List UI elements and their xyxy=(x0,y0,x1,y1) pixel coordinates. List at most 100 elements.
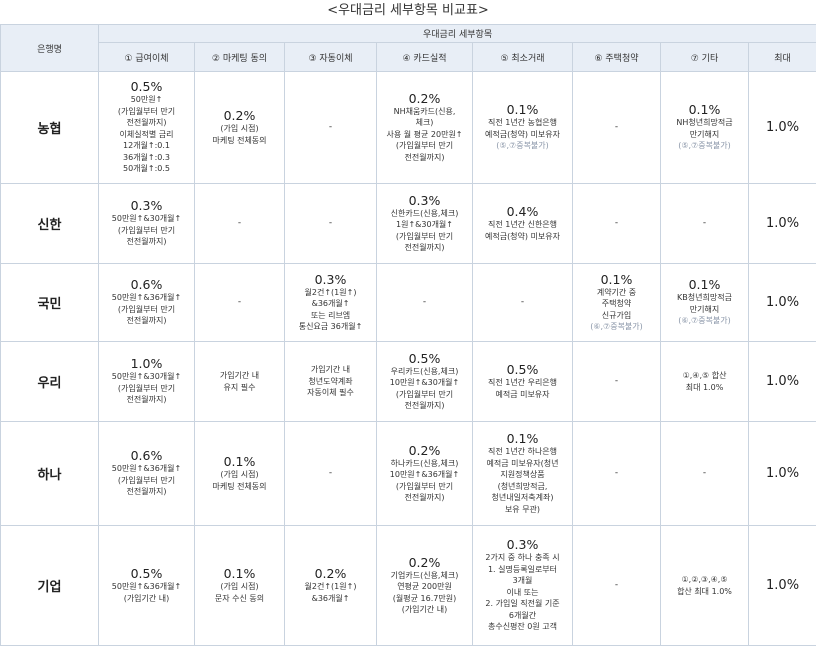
cell-card: 0.2% 기업카드(신용,체크) 연평균 200만원 (월평균 16.7만원) (가입기… xyxy=(376,525,473,646)
condition-line: 50만원↑&36개월↑ xyxy=(111,464,182,474)
condition-line: 가입기간 내 xyxy=(310,365,351,375)
condition-line: (가입기간 내) xyxy=(401,605,448,614)
condition-line: 예적금(청약) 미보유자 xyxy=(484,231,561,241)
condition-line: 유지 필수 xyxy=(223,382,256,392)
condition-line: 주택청약 xyxy=(601,299,632,308)
condition-line: 합산 최대 1.0% xyxy=(677,586,732,596)
empty-dash: - xyxy=(702,467,707,478)
condition-line: 직전 1년간 하나은행 xyxy=(487,447,558,456)
page-title: <우대금리 세부항목 비교표> xyxy=(327,3,489,18)
cell-card: 0.3% 신한카드(신용,체크) 1원↑&30개월↑ (가입월부터 만기 전전월까지) xyxy=(376,183,473,264)
cell-salary: 1.0% 50만원↑&30개월↑ (가입월부터 만기 전전월까지) xyxy=(98,341,195,422)
cell-housing: - xyxy=(572,341,661,422)
condition-line: 36개월↑:0.3 xyxy=(122,152,171,162)
cell-autotransfer: 0.3% 월2건↑(1원↑) &36개월↑ 또는 리브엠 통신요금 36개월↑ xyxy=(284,263,377,342)
condition-line: 10만원↑&36개월↑ xyxy=(389,470,460,479)
cell-card: - xyxy=(376,263,473,342)
cell-housing: 0.1% 계약기간 중 주택청약 신규가입 (⑥,⑦중복불가) xyxy=(572,263,661,342)
condition-line: (가입월부터 만기 xyxy=(395,231,454,241)
condition-line: 계약기간 중 xyxy=(596,287,637,297)
condition-line: 월2건↑(1원↑) xyxy=(304,287,357,297)
condition-line: 12개월↑:0.1 xyxy=(122,141,171,151)
column-header-other: ⑦ 기타 xyxy=(660,42,749,72)
condition-line: (가입월부터 만기 xyxy=(117,383,176,393)
condition-line: 2. 가입일 직전월 기준 xyxy=(485,599,560,609)
rate-value: 0.3% xyxy=(314,271,347,287)
max-rate: 1.0% xyxy=(747,71,816,184)
empty-dash: - xyxy=(328,121,333,132)
cell-min-transaction: - xyxy=(472,263,573,342)
rate-value: 0.2% xyxy=(223,108,256,123)
condition-line: 청년도약계좌 xyxy=(308,376,353,386)
rate-value: 0.2% xyxy=(408,554,441,570)
cell-autotransfer: 0.2% 월2건↑(1원↑) &36개월↑ xyxy=(284,525,377,646)
condition-line: 또는 리브엠 xyxy=(310,310,351,320)
condition-line: 우리카드(신용,체크) xyxy=(390,366,459,376)
condition-line: 전전월까지) xyxy=(404,152,445,162)
condition-line: 전전월까지) xyxy=(126,118,167,128)
rate-value: 0.4% xyxy=(506,204,539,219)
cell-card: 0.5% 우리카드(신용,체크) 10만원↑&30개월↑ (가입월부터 만기 전전월까지… xyxy=(376,341,473,422)
cell-other: 0.1% NH청년희망적금 만기해지 (⑤,⑦중복불가) xyxy=(660,71,749,184)
cell-housing: - xyxy=(572,421,661,526)
cell-card: 0.2% NH채움카드(신용, 체크) 사용 월 평균 20만원↑ (가입월부터 만기 전… xyxy=(376,71,473,184)
condition-line: 2가지 중 하나 충족 시 xyxy=(485,553,560,563)
rate-value: 0.2% xyxy=(408,90,441,106)
rate-value: 0.1% xyxy=(506,102,539,118)
condition-line: 마케팅 전체동의 xyxy=(212,481,267,491)
cell-other: ①,②,③,④,⑤ 합산 최대 1.0% xyxy=(660,525,749,646)
condition-line: 연평균 200만원 xyxy=(397,582,452,591)
condition-line: (가입월부터 만기 xyxy=(117,475,176,485)
condition-line: 직전 1년간 우리은행 xyxy=(487,378,558,387)
condition-line: (가입월부터 만기 xyxy=(117,304,176,314)
cell-marketing: 가입기간 내 유지 필수 xyxy=(194,341,285,422)
table-row: 농협 0.5% 50만원↑ (가입월부터 만기 전전월까지) 이체실적별 금리 12개월↑:… xyxy=(0,71,816,184)
condition-line: (⑥,⑦중복불가) xyxy=(590,322,643,331)
condition-line: (가입월부터 만기 xyxy=(117,225,176,235)
condition-line: 10만원↑&30개월↑ xyxy=(389,378,460,387)
bank-name: 하나 xyxy=(0,421,99,526)
bank-name: 농협 xyxy=(0,71,99,184)
cell-marketing: 0.2% (가입 시점) 마케팅 전체동의 xyxy=(194,71,285,184)
condition-line: &36개월↑ xyxy=(311,299,350,308)
cell-salary: 0.5% 50만원↑&36개월↑ (가입기간 내) xyxy=(98,525,195,646)
cell-salary: 0.6% 50만원↑&36개월↑ (가입월부터 만기 전전월까지) xyxy=(98,421,195,526)
cell-min-transaction: 0.1% 직전 1년간 농협은행 예적금(청약) 미보유자 (⑤,⑦중복불가) xyxy=(472,71,573,184)
rate-value: 0.5% xyxy=(408,350,441,366)
empty-dash: - xyxy=(520,296,525,307)
table-row: 신한 0.3% 50만원↑&30개월↑ (가입월부터 만기 전전월까지) - -0.3% 신한… xyxy=(0,183,816,264)
cell-card: 0.2% 하나카드(신용,체크) 10만원↑&36개월↑ (가입월부터 만기 전전월까지… xyxy=(376,421,473,526)
condition-line: 50만원↑&36개월↑ xyxy=(111,582,182,591)
rate-value: 0.5% xyxy=(130,566,163,581)
cell-marketing: - xyxy=(194,263,285,342)
condition-line: 기업카드(신용,체크) xyxy=(390,570,459,580)
cell-marketing: - xyxy=(194,183,285,264)
condition-line: 1. 실명등록일로부터 xyxy=(487,564,558,574)
comparison-table: 은행명 우대금리 세부항목 ① 급여이체 ② 마케팅 동의 ③ 자동이체 ④ 카… xyxy=(0,24,816,646)
empty-dash: - xyxy=(614,121,619,132)
condition-line: 전전월까지) xyxy=(126,487,167,497)
condition-line: 전전월까지) xyxy=(126,395,167,405)
rate-value: 0.1% xyxy=(223,566,256,581)
condition-line: 총수신평잔 0원 고객 xyxy=(487,622,558,632)
column-header-min-transaction: ⑤ 최소거래 xyxy=(472,42,573,72)
rate-value: 0.6% xyxy=(130,277,163,293)
cell-salary: 0.5% 50만원↑ (가입월부터 만기 전전월까지) 이체실적별 금리 12개월↑:0.… xyxy=(98,71,195,184)
column-header-max: 최대 xyxy=(747,42,816,72)
cell-min-transaction: 0.1% 직전 1년간 하나은행 예적금 미보유자(청년 지원정책상품 (청년희망적금,… xyxy=(472,421,573,526)
cell-housing: - xyxy=(572,183,661,264)
condition-line: (가입 시점) xyxy=(220,582,259,591)
cell-housing: - xyxy=(572,71,661,184)
condition-line: 마케팅 전체동의 xyxy=(212,135,267,145)
rate-value: 1.0% xyxy=(130,356,163,372)
condition-line: 3개월 xyxy=(512,576,533,586)
rate-value: 0.3% xyxy=(408,192,441,208)
cell-other: 0.1% KB청년희망적금 만기해지 (⑥,⑦중복불가) xyxy=(660,263,749,342)
cell-autotransfer: - xyxy=(284,183,377,264)
condition-line: 직전 1년간 농협은행 xyxy=(487,118,558,128)
condition-line: 전전월까지) xyxy=(126,237,167,247)
condition-line: 예적금 미보유자 xyxy=(495,389,550,399)
table-body: 농협 0.5% 50만원↑ (가입월부터 만기 전전월까지) 이체실적별 금리 12개월↑:… xyxy=(0,71,816,646)
condition-line: 월2건↑(1원↑) xyxy=(304,582,357,591)
condition-line: KB청년희망적금 xyxy=(677,293,732,303)
